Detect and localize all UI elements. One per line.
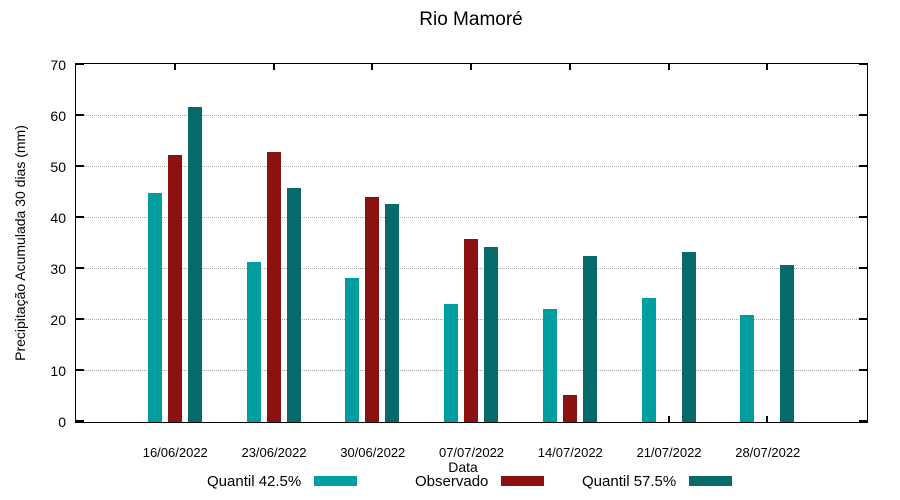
x-tick-top-5 (667, 64, 670, 70)
x-tick-top-3 (470, 64, 472, 70)
bar-quantil-57-5--23-06-2022 (286, 188, 301, 422)
bar-quantil-42-5--14-07-2022 (542, 309, 557, 422)
y-tick-label-10: 10 (50, 362, 66, 379)
bar-observado-23-06-2022 (266, 151, 281, 422)
legend-entry-quantil-42-5: Quantil 42.5% (207, 472, 358, 490)
x-tick-label-4: 14/07/2022 (537, 445, 603, 460)
y-tick-right-60 (859, 114, 867, 116)
legend-swatch-quantil-42-5 (314, 476, 358, 486)
x-tick-top-0 (173, 64, 176, 70)
y-tick-right-40 (859, 216, 867, 218)
y-tick-label-20: 20 (50, 311, 66, 328)
gridline-50 (76, 166, 867, 167)
y-axis-title: Precipitação Acumulada 30 dias (mm) (12, 125, 28, 361)
x-tick-bottom-6 (766, 416, 769, 422)
bar-quantil-42-5--16-06-2022 (147, 192, 162, 422)
bar-observado-14-07-2022 (562, 394, 577, 422)
x-tick-top-4 (568, 64, 571, 70)
bar-observado-30-06-2022 (365, 196, 380, 422)
y-tick-left-10 (76, 369, 84, 371)
legend-label-quantil-42-5: Quantil 42.5% (207, 472, 302, 490)
y-tick-right-20 (859, 318, 867, 320)
y-tick-label-30: 30 (50, 260, 66, 277)
y-tick-label-50: 50 (50, 158, 66, 175)
x-tick-top-2 (371, 64, 374, 70)
y-tick-left-0 (76, 420, 84, 422)
bar-observado-07-07-2022 (464, 239, 478, 422)
x-tick-top-6 (766, 64, 769, 70)
x-tick-label-0: 16/06/2022 (142, 445, 208, 460)
y-tick-right-0 (859, 420, 867, 422)
bar-quantil-42-5--30-06-2022 (345, 278, 360, 422)
bar-quantil-57-5--16-06-2022 (187, 106, 202, 422)
bar-observado-16-06-2022 (167, 155, 182, 422)
bar-quantil-42-5--21-07-2022 (641, 298, 656, 422)
bar-quantil-42-5--07-07-2022 (444, 304, 458, 422)
chart-title: Rio Mamoré (419, 9, 523, 30)
bar-quantil-42-5--28-07-2022 (740, 314, 755, 422)
y-axis-tick-labels: 0 10 20 30 40 50 60 70 (0, 0, 66, 500)
y-tick-right-30 (859, 267, 867, 269)
x-tick-label-5: 21/07/2022 (636, 445, 702, 460)
x-tick-label-6: 28/07/2022 (735, 445, 801, 460)
y-tick-left-70 (76, 63, 84, 65)
bar-quantil-57-5--28-07-2022 (780, 265, 795, 422)
legend-label-quantil-57-5: Quantil 57.5% (582, 472, 677, 490)
gridline-40 (76, 217, 867, 218)
y-tick-left-60 (76, 114, 84, 116)
x-tick-label-3: 07/07/2022 (438, 445, 505, 460)
y-tick-left-50 (76, 165, 84, 167)
y-tick-right-10 (859, 369, 867, 371)
legend-swatch-observado (501, 476, 545, 486)
y-tick-right-50 (859, 165, 867, 167)
gridline-60 (76, 115, 867, 116)
y-tick-left-40 (76, 216, 84, 218)
x-tick-label-2: 30/06/2022 (340, 445, 406, 460)
y-tick-label-70: 70 (50, 56, 66, 73)
legend-entry-observado: Observado (415, 472, 545, 490)
y-tick-label-60: 60 (50, 107, 66, 124)
y-tick-label-0: 0 (58, 413, 66, 430)
y-tick-right-70 (859, 63, 867, 65)
x-axis-title: Data (448, 459, 478, 475)
y-tick-label-40: 40 (50, 209, 66, 226)
legend-entry-quantil-57-5: Quantil 57.5% (582, 472, 733, 490)
bar-quantil-57-5--21-07-2022 (681, 251, 696, 422)
bar-quantil-57-5--07-07-2022 (484, 247, 498, 422)
bar-quantil-42-5--23-06-2022 (246, 262, 261, 422)
y-tick-left-20 (76, 318, 84, 320)
x-tick-top-1 (272, 64, 275, 70)
legend-swatch-quantil-57-5 (689, 476, 733, 486)
plot-area (75, 63, 868, 423)
x-tick-bottom-5 (667, 416, 670, 422)
bar-quantil-57-5--14-07-2022 (582, 256, 597, 422)
bar-quantil-57-5--30-06-2022 (385, 204, 400, 422)
legend-label-observado: Observado (415, 472, 489, 490)
x-axis-tick-labels: 16/06/2022 23/06/2022 30/06/2022 07/07/2022… (0, 445, 900, 461)
x-tick-label-1: 23/06/2022 (241, 445, 307, 460)
y-tick-left-30 (76, 267, 84, 269)
